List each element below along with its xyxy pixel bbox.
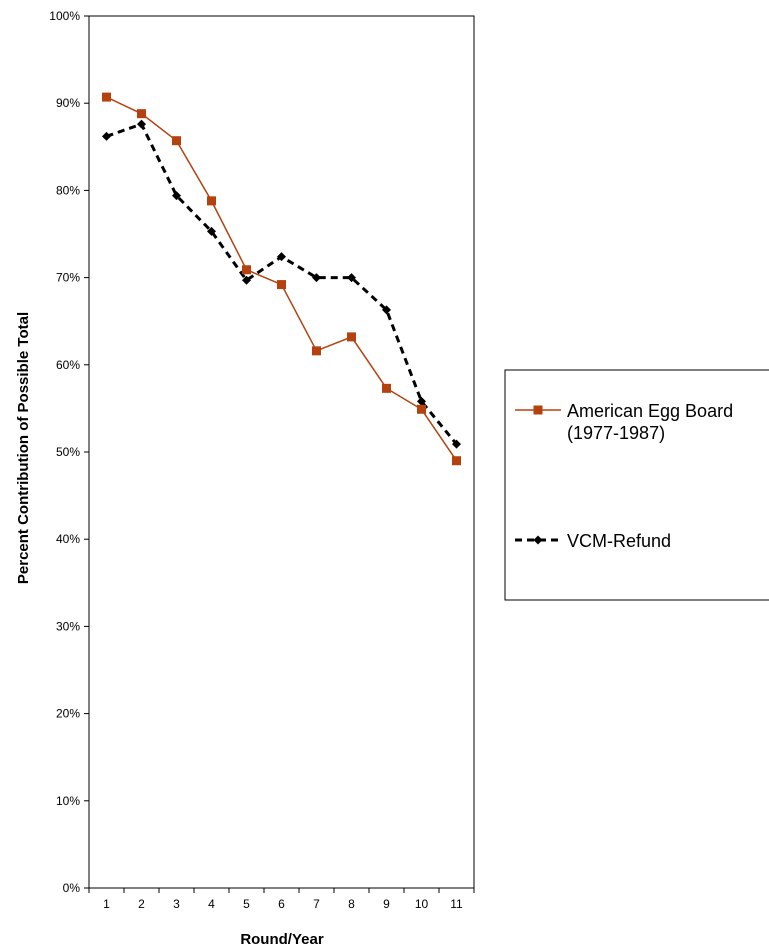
data-point-diamond	[382, 305, 391, 315]
data-point-square	[533, 405, 543, 415]
legend-label: (1977-1987)	[567, 423, 665, 443]
series-vcm-refund	[102, 119, 461, 449]
legend-label: VCM-Refund	[567, 531, 671, 551]
y-tick-label: 100%	[49, 9, 80, 23]
data-point-diamond	[277, 252, 286, 262]
data-point-square	[312, 346, 321, 356]
y-axis-title: Percent Contribution of Possible Total	[15, 312, 32, 584]
data-point-square	[207, 196, 216, 206]
data-point-diamond	[172, 191, 181, 201]
data-point-diamond	[417, 396, 426, 406]
data-point-diamond	[207, 226, 216, 236]
y-axis: 0% 10% 20% 30% 40% 50% 60% 70% 80% 90% 100%	[49, 9, 89, 895]
data-point-diamond	[533, 535, 543, 545]
x-tick-label: 9	[383, 897, 390, 911]
y-tick-label: 0%	[63, 881, 81, 895]
series-american-egg-board	[102, 92, 461, 466]
y-tick-label: 90%	[56, 96, 80, 110]
x-tick-label: 5	[243, 897, 250, 911]
data-point-diamond	[242, 275, 251, 285]
data-point-square	[172, 136, 181, 146]
y-tick-label: 40%	[56, 532, 80, 546]
data-point-diamond	[137, 119, 146, 129]
data-point-square	[137, 109, 146, 119]
x-axis-title: Round/Year	[240, 931, 324, 948]
x-tick-label: 2	[138, 897, 145, 911]
legend-box	[504, 369, 769, 601]
x-tick-label: 4	[208, 897, 215, 911]
data-point-diamond	[102, 131, 111, 141]
y-tick-label: 60%	[56, 358, 80, 372]
data-point-square	[452, 456, 461, 466]
y-tick-label: 80%	[56, 183, 80, 197]
x-tick-label: 8	[348, 897, 355, 911]
y-tick-label: 70%	[56, 271, 80, 285]
data-point-square	[277, 280, 286, 290]
y-tick-label: 30%	[56, 619, 80, 633]
data-point-diamond	[452, 439, 461, 449]
x-tick-label: 6	[278, 897, 285, 911]
x-tick-label: 3	[173, 897, 180, 911]
data-point-diamond	[347, 273, 356, 283]
x-axis: 1 2 3 4 5 6 7 8 9 10 11	[88, 888, 475, 911]
data-point-square	[382, 383, 391, 393]
x-tick-label: 10	[415, 897, 429, 911]
data-point-square	[417, 404, 426, 414]
x-tick-label: 11	[450, 897, 463, 911]
y-tick-label: 50%	[56, 445, 80, 459]
x-tick-label: 1	[103, 897, 110, 911]
x-tick-label: 7	[313, 897, 320, 911]
y-tick-label: 20%	[56, 707, 80, 721]
plot-area	[88, 15, 475, 889]
legend-label: American Egg Board	[567, 401, 733, 421]
data-point-diamond	[312, 273, 321, 283]
y-tick-label: 10%	[56, 794, 80, 808]
legend: American Egg Board(1977-1987) VCM-Refund	[504, 369, 769, 601]
data-point-square	[347, 332, 356, 342]
series-layer	[102, 92, 461, 466]
data-point-square	[102, 92, 111, 102]
plot-area-border	[88, 15, 475, 889]
data-point-square	[242, 265, 251, 275]
